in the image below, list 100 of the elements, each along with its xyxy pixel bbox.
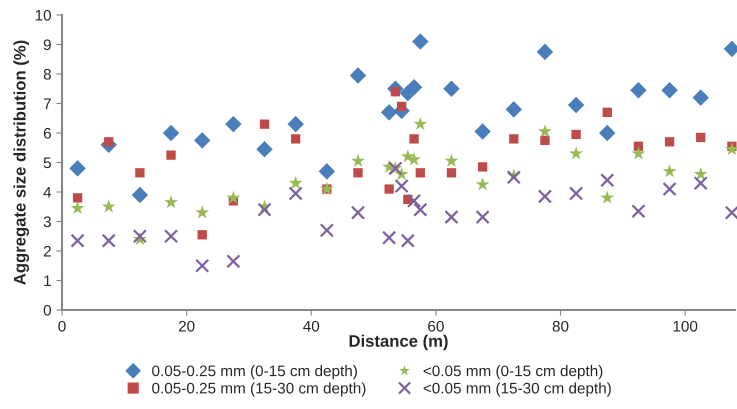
y-tick-label: 2 bbox=[44, 246, 51, 257]
point bbox=[631, 204, 646, 218]
legend-label: <0.05 mm (0-15 cm depth) bbox=[424, 365, 602, 380]
point bbox=[538, 124, 552, 138]
point bbox=[540, 136, 550, 146]
point bbox=[350, 206, 366, 220]
point bbox=[350, 67, 366, 84]
x-tick-label: 0 bbox=[58, 320, 66, 332]
y-tick-label: 0 bbox=[44, 304, 51, 316]
point bbox=[320, 223, 334, 238]
point bbox=[260, 119, 270, 129]
point bbox=[536, 44, 554, 60]
point bbox=[631, 146, 646, 160]
point bbox=[413, 116, 428, 130]
y-tick-label: 6 bbox=[44, 128, 51, 139]
point bbox=[164, 195, 178, 208]
point bbox=[692, 89, 709, 106]
point bbox=[444, 154, 458, 167]
point bbox=[600, 173, 614, 188]
point bbox=[406, 79, 422, 96]
point bbox=[102, 234, 116, 248]
y-tick-label: 4 bbox=[43, 187, 52, 198]
y-tick-label: 7 bbox=[44, 98, 51, 110]
y-tick-label: 10 bbox=[36, 10, 51, 21]
point bbox=[694, 176, 708, 190]
x-axis-title: Distance (m) bbox=[350, 334, 448, 350]
y-axis-title: Aggregate size distribution (%) bbox=[13, 40, 30, 285]
point bbox=[132, 229, 148, 244]
point bbox=[409, 134, 419, 144]
point bbox=[696, 132, 706, 142]
point bbox=[102, 199, 116, 213]
point bbox=[600, 190, 614, 204]
y-tick-label: 9 bbox=[44, 39, 51, 50]
point bbox=[72, 193, 82, 203]
point bbox=[320, 182, 334, 195]
point bbox=[406, 194, 422, 208]
point bbox=[506, 170, 521, 184]
point bbox=[634, 142, 644, 151]
point bbox=[444, 210, 459, 224]
point bbox=[226, 254, 240, 268]
x-tick-label: 60 bbox=[428, 320, 444, 332]
point bbox=[256, 141, 273, 158]
x-tick-label: 20 bbox=[178, 320, 195, 332]
point bbox=[664, 137, 674, 147]
point bbox=[164, 229, 178, 244]
point bbox=[568, 186, 584, 201]
point bbox=[478, 162, 488, 172]
point bbox=[257, 202, 272, 217]
point bbox=[662, 182, 677, 196]
point bbox=[630, 82, 647, 98]
point bbox=[571, 130, 581, 140]
point bbox=[384, 184, 394, 194]
point bbox=[413, 202, 428, 217]
x-tick-label: 100 bbox=[674, 320, 698, 332]
point bbox=[506, 101, 522, 118]
point bbox=[416, 168, 425, 178]
point bbox=[474, 123, 491, 140]
y-tick-label: 5 bbox=[44, 158, 51, 168]
point bbox=[662, 164, 676, 178]
point bbox=[70, 200, 85, 214]
point bbox=[694, 167, 708, 180]
point bbox=[132, 186, 148, 204]
point bbox=[225, 116, 242, 132]
point bbox=[195, 205, 210, 219]
point bbox=[476, 177, 490, 191]
y-tick-label: 1 bbox=[44, 276, 51, 286]
point bbox=[380, 104, 398, 121]
point bbox=[509, 134, 518, 144]
point bbox=[400, 234, 415, 248]
point bbox=[351, 154, 365, 167]
point bbox=[443, 80, 460, 97]
point bbox=[394, 178, 409, 194]
point bbox=[396, 102, 406, 112]
point bbox=[287, 116, 304, 132]
point bbox=[226, 190, 240, 204]
point bbox=[291, 134, 300, 144]
point bbox=[318, 163, 336, 180]
point bbox=[476, 210, 490, 224]
point bbox=[538, 189, 552, 204]
legend-label: 0.05-0.25 mm (0-15 cm depth) bbox=[152, 365, 357, 380]
point bbox=[288, 176, 303, 190]
point bbox=[162, 124, 180, 142]
point bbox=[568, 96, 584, 114]
point bbox=[195, 258, 210, 273]
y-tick-label: 3 bbox=[44, 216, 51, 228]
point bbox=[135, 168, 145, 178]
point bbox=[446, 168, 456, 178]
point bbox=[569, 146, 584, 160]
point bbox=[382, 230, 396, 245]
point bbox=[198, 230, 207, 240]
y-tick-label: 8 bbox=[44, 68, 51, 80]
point bbox=[69, 160, 86, 177]
point bbox=[288, 186, 303, 201]
x-tick-label: 40 bbox=[303, 320, 320, 332]
point bbox=[353, 168, 363, 178]
point bbox=[166, 150, 176, 160]
point bbox=[602, 108, 612, 118]
point bbox=[194, 132, 210, 149]
point bbox=[599, 124, 616, 142]
legend-label: <0.05 mm (15-30 cm depth) bbox=[424, 382, 611, 397]
